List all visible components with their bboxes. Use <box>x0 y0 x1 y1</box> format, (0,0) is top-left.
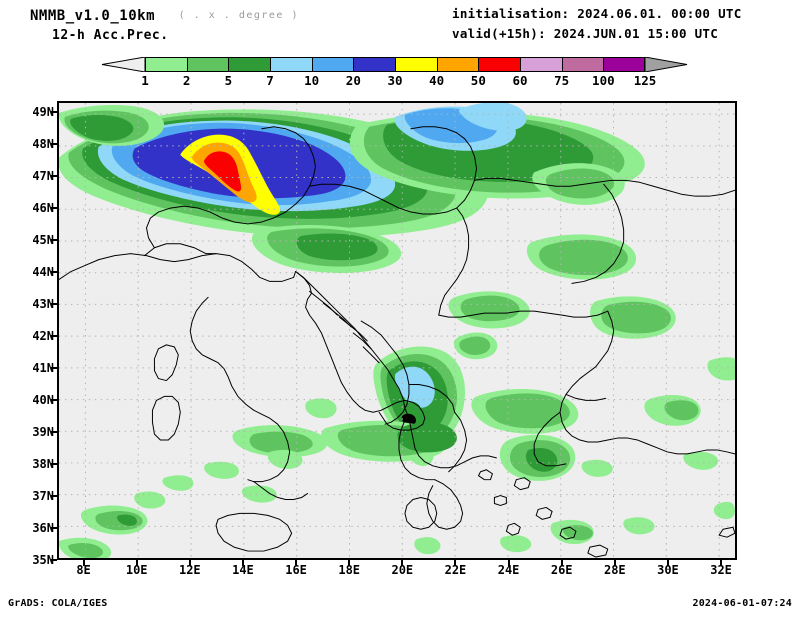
lon-label-14E: 14E <box>232 563 254 577</box>
colorbar-segment-40-50 <box>436 57 479 72</box>
lon-tick-16E <box>295 560 298 566</box>
lat-tick-48N <box>51 143 57 146</box>
lon-label-30E: 30E <box>657 563 679 577</box>
lat-tick-47N <box>51 175 57 178</box>
lat-tick-36N <box>51 527 57 529</box>
lat-label-49N: 49N <box>32 105 54 120</box>
lat-label-42N: 42N <box>32 329 54 344</box>
lat-label-40N: 40N <box>32 393 54 408</box>
colorbar-tick-2: 2 <box>182 73 191 88</box>
lon-label-20E: 20E <box>391 563 414 577</box>
lon-tick-10E <box>135 560 138 566</box>
header-right: initialisation: 2024.06.01. 00:00 UTC va… <box>452 6 742 46</box>
lon-label-28E: 28E <box>603 563 626 577</box>
colorbar-tick-1: 1 <box>141 73 149 88</box>
model-units-label: ( . x . degree ) <box>178 10 299 21</box>
header-left: NMMB_v1.0_10km ( . x . degree ) 12-h Acc… <box>30 5 299 43</box>
colorbar-segment-30-40 <box>395 57 437 72</box>
lon-label-26E: 26E <box>550 563 573 577</box>
lat-tick-43N <box>51 303 57 306</box>
colorbar-tick-125: 125 <box>633 73 657 88</box>
initialisation-time: initialisation: 2024.06.01. 00:00 UTC <box>452 6 742 21</box>
lon-tick-18E <box>348 560 351 566</box>
lat-label-38N: 38N <box>32 457 54 472</box>
colorbar-tick-100: 100 <box>592 73 615 88</box>
colorbar-segment-10-20 <box>311 57 354 72</box>
colorbar-segment-50-60 <box>478 57 520 72</box>
colorbar-tick-30: 30 <box>387 73 403 88</box>
colorbar-segment-20-30 <box>353 57 395 72</box>
colorbar-tick-5: 5 <box>224 73 233 88</box>
colorbar-segment-75-100 <box>561 57 604 72</box>
map-plot-area <box>57 101 737 560</box>
lat-tick-35N <box>51 559 57 561</box>
lat-tick-44N <box>51 271 57 274</box>
lat-tick-38N <box>51 463 57 466</box>
lat-tick-45N <box>51 239 57 242</box>
lat-label-47N: 47N <box>32 169 54 184</box>
lon-label-24E: 24E <box>497 563 520 577</box>
coastlines-and-borders <box>59 126 735 558</box>
colorbar-tick-20: 20 <box>345 73 361 88</box>
colorbar-tick-60: 60 <box>512 73 528 88</box>
lat-label-48N: 48N <box>32 137 54 152</box>
lat-tick-42N <box>51 335 57 338</box>
colorbar-segment-60-75 <box>520 57 562 72</box>
lon-tick-28E <box>613 560 616 566</box>
lat-label-35N: 35N <box>32 553 54 567</box>
lon-tick-14E <box>241 560 244 566</box>
colorbar-over-arrow <box>645 57 688 72</box>
grads-credit: GrADS: COLA/IGES <box>8 598 108 609</box>
render-timestamp: 2024-06-01-07:24 <box>692 598 792 609</box>
map-gridlines <box>59 103 735 558</box>
lat-tick-40N <box>51 399 57 402</box>
colorbar-strip <box>100 57 700 72</box>
lat-tick-49N <box>51 111 57 114</box>
lon-tick-26E <box>560 560 563 566</box>
lat-tick-37N <box>51 495 57 498</box>
lon-tick-8E <box>82 560 85 566</box>
lon-tick-12E <box>188 560 191 566</box>
colorbar-under-arrow <box>101 57 146 72</box>
lon-tick-22E <box>454 560 457 566</box>
lon-label-16E: 16E <box>285 563 307 577</box>
colorbar-segment-100-125 <box>603 57 645 72</box>
colorbar-tick-50: 50 <box>470 73 486 88</box>
lon-label-8E: 8E <box>76 563 91 577</box>
colorbar-tick-10: 10 <box>304 73 320 88</box>
model-title: NMMB_v1.0_10km <box>30 8 156 24</box>
lat-label-44N: 44N <box>32 265 54 280</box>
lat-label-36N: 36N <box>32 521 54 535</box>
field-title: 12-h Acc.Prec. <box>52 28 169 43</box>
lat-label-39N: 39N <box>32 425 54 440</box>
valid-time: valid(+15h): 2024.JUN.01 15:00 UTC <box>452 26 719 41</box>
lon-tick-32E <box>720 560 723 566</box>
lat-tick-41N <box>51 367 57 370</box>
lat-label-46N: 46N <box>32 201 54 216</box>
precipitation-map <box>59 103 735 558</box>
colorbar-segment-5-7 <box>228 57 270 72</box>
lat-tick-39N <box>51 431 57 434</box>
colorbar-tick-7: 7 <box>266 73 274 88</box>
colorbar-segment-1-2 <box>145 57 187 72</box>
lon-tick-20E <box>401 560 404 566</box>
lat-label-45N: 45N <box>32 233 54 248</box>
lon-tick-24E <box>507 560 510 566</box>
colorbar: 1 2 5 7 10 20 30 40 50 60 75 100 125 <box>100 57 700 89</box>
lon-label-32E: 32E <box>710 563 732 577</box>
lon-label-12E: 12E <box>178 563 201 577</box>
lon-label-22E: 22E <box>444 563 467 577</box>
lat-label-37N: 37N <box>32 489 54 504</box>
colorbar-tick-75: 75 <box>554 73 570 88</box>
colorbar-segment-2-5 <box>186 57 229 72</box>
colorbar-segment-7-10 <box>270 57 312 72</box>
lat-label-41N: 41N <box>32 361 54 376</box>
colorbar-tick-40: 40 <box>429 73 445 88</box>
lon-tick-30E <box>666 560 669 566</box>
precipitation-field <box>59 103 735 558</box>
lat-tick-46N <box>51 207 57 210</box>
lon-label-10E: 10E <box>125 563 148 577</box>
lon-label-18E: 18E <box>338 563 361 577</box>
lat-label-43N: 43N <box>32 297 54 312</box>
